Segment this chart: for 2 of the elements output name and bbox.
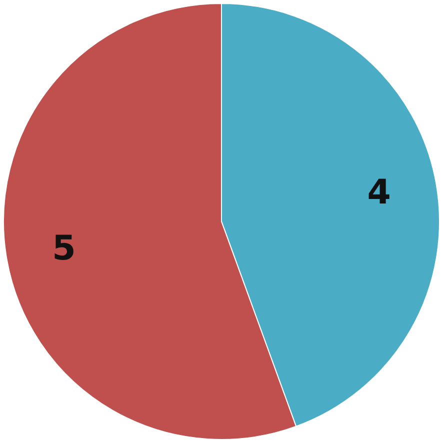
- data-label: 4: [367, 172, 391, 213]
- data-label: 5: [52, 228, 76, 268]
